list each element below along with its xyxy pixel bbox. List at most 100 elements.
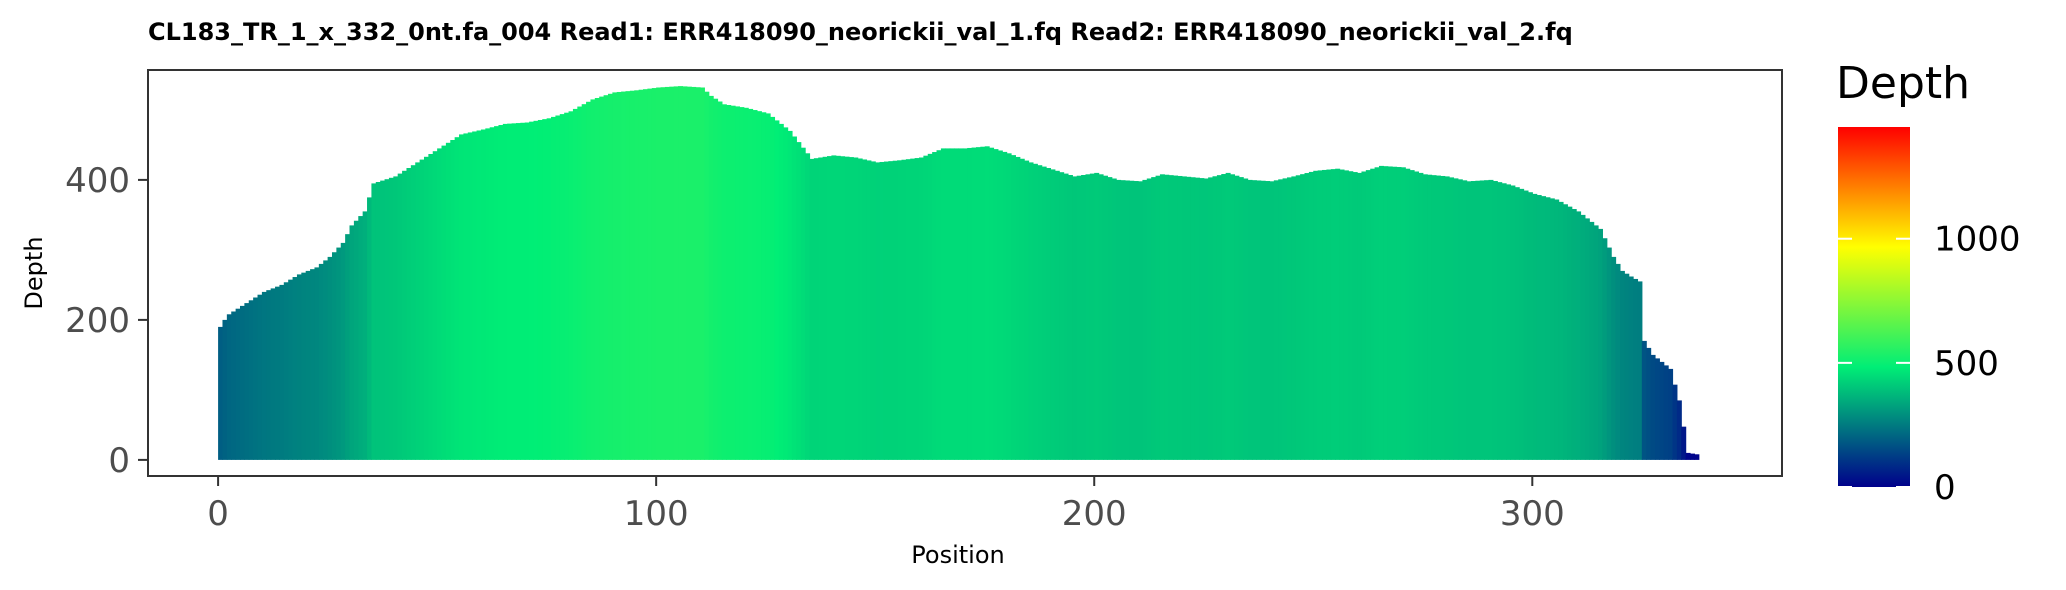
- depth-bar: [1313, 170, 1319, 460]
- depth-bar: [1300, 174, 1306, 460]
- depth-bar: [1151, 177, 1157, 460]
- depth-bar: [1396, 167, 1402, 460]
- depth-bar: [1554, 199, 1560, 460]
- depth-bar: [831, 155, 837, 460]
- depth-bar: [551, 116, 557, 460]
- depth-bar: [1510, 185, 1516, 460]
- depth-bar: [1414, 171, 1420, 460]
- depth-bar: [875, 162, 881, 460]
- depth-bar: [678, 86, 684, 460]
- depth-bar: [989, 147, 995, 460]
- depth-bar: [1462, 180, 1468, 460]
- color-legend: Depth 0 500 1000: [1836, 58, 2021, 508]
- depth-bar: [673, 86, 679, 460]
- depth-bar: [314, 267, 320, 460]
- depth-bar: [993, 149, 999, 460]
- depth-bar: [800, 147, 806, 460]
- depth-bar: [1111, 178, 1117, 460]
- depth-bar: [485, 128, 491, 460]
- depth-bar: [612, 92, 618, 460]
- depth-bar: [1076, 175, 1082, 460]
- depth-bar: [1295, 175, 1301, 460]
- depth-bar: [410, 165, 416, 460]
- depth-bar: [791, 136, 797, 460]
- depth-bar: [905, 159, 911, 460]
- depth-bar: [235, 308, 241, 460]
- depth-bar: [393, 176, 399, 460]
- depth-bar: [1527, 192, 1533, 460]
- depth-bar: [1475, 180, 1481, 460]
- depth-bar: [353, 220, 359, 460]
- depth-bar: [266, 290, 272, 460]
- depth-bar: [288, 279, 294, 460]
- depth-bar: [1431, 175, 1437, 460]
- depth-bar: [489, 127, 495, 460]
- depth-bar: [559, 114, 565, 460]
- depth-bar: [305, 270, 311, 460]
- depth-bar: [1081, 175, 1087, 460]
- depth-bar: [1190, 177, 1196, 460]
- depth-bar: [848, 157, 854, 460]
- depth-bar: [1615, 263, 1621, 460]
- depth-bar: [682, 86, 688, 460]
- depth-bar: [1010, 155, 1016, 460]
- depth-bar: [1164, 174, 1170, 460]
- depth-bar: [402, 170, 408, 460]
- depth-bar: [1120, 180, 1126, 460]
- depth-bar: [967, 147, 973, 460]
- depth-bar: [388, 177, 394, 460]
- depth-bar: [1488, 179, 1494, 460]
- depth-bar: [362, 211, 368, 460]
- y-tick-label: 400: [65, 161, 130, 201]
- depth-bar: [1265, 181, 1271, 460]
- depth-bar: [1378, 165, 1384, 460]
- depth-bar: [572, 108, 578, 460]
- depth-bar: [1619, 270, 1625, 460]
- depth-bar: [1269, 181, 1275, 460]
- depth-bar: [621, 91, 627, 460]
- depth-bar: [1409, 170, 1415, 460]
- depth-bar: [1611, 256, 1617, 460]
- depth-bar: [1532, 193, 1538, 460]
- depth-bar: [1562, 204, 1568, 460]
- depth-bar: [717, 101, 723, 460]
- depth-bar: [292, 277, 298, 460]
- depth-bar: [1138, 181, 1144, 460]
- depth-bar: [1418, 172, 1424, 460]
- depth-bar: [1584, 218, 1590, 460]
- depth-bar: [787, 130, 793, 460]
- depth-bar: [1352, 172, 1358, 460]
- depth-bar: [327, 256, 333, 460]
- depth-bar: [1492, 181, 1498, 460]
- depth-bar: [919, 157, 924, 460]
- depth-bar: [1672, 384, 1678, 460]
- depth-bar: [796, 142, 802, 460]
- depth-bar: [1374, 167, 1380, 460]
- y-tick-label: 0: [108, 441, 130, 481]
- depth-bar: [945, 148, 951, 460]
- depth-bar: [840, 156, 846, 460]
- depth-bar: [914, 158, 920, 460]
- depth-bar: [1422, 174, 1428, 460]
- depth-bar: [743, 107, 749, 460]
- depth-bar: [511, 123, 517, 460]
- depth-bar: [331, 252, 337, 460]
- depth-bar: [1256, 180, 1262, 460]
- depth-bar: [1479, 180, 1485, 460]
- depth-bar: [406, 168, 412, 460]
- depth-bar: [651, 88, 657, 460]
- depth-bar: [340, 242, 346, 460]
- depth-bar: [1129, 180, 1135, 460]
- depth-bar: [1383, 166, 1389, 460]
- depth-bar: [897, 160, 903, 460]
- depth-bar: [669, 86, 675, 460]
- depth-bar: [1243, 178, 1249, 460]
- depth-bar: [1260, 180, 1266, 460]
- x-tick-label: 200: [1062, 494, 1127, 534]
- depth-bar: [577, 106, 583, 460]
- depth-bar: [349, 225, 355, 460]
- depth-bar: [1444, 176, 1450, 460]
- depth-bar: [756, 111, 762, 460]
- depth-bar: [480, 129, 486, 460]
- depth-bar: [1514, 187, 1520, 460]
